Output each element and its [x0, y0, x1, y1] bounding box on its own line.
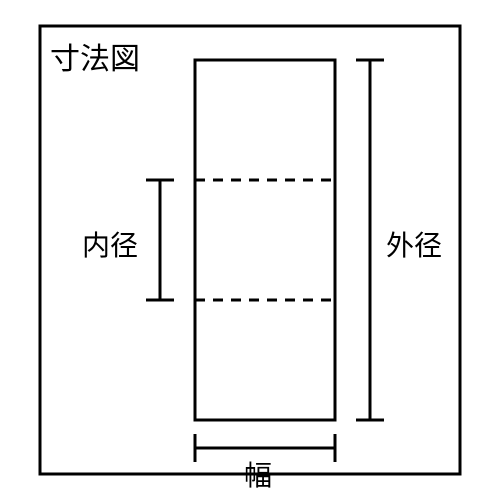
- diagram-root: 寸法図 内径 外径 幅: [0, 0, 500, 500]
- label-width: 幅: [244, 454, 272, 494]
- label-inner-diameter: 内径: [82, 224, 138, 264]
- diagram-title: 寸法図: [50, 34, 140, 78]
- label-outer-diameter: 外径: [386, 224, 442, 264]
